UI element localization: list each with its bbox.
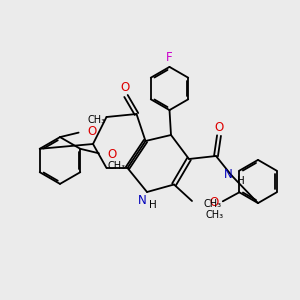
Text: H: H [149, 200, 157, 210]
Text: CH₃: CH₃ [205, 210, 224, 220]
Text: O: O [120, 81, 129, 94]
Text: N: N [224, 167, 233, 181]
Text: CH₃: CH₃ [87, 115, 105, 125]
Text: CH₃: CH₃ [107, 161, 125, 171]
Text: O: O [210, 196, 219, 209]
Text: O: O [214, 121, 224, 134]
Text: CH₃: CH₃ [203, 199, 221, 209]
Text: O: O [107, 148, 116, 161]
Text: H: H [237, 176, 244, 186]
Text: F: F [166, 51, 173, 64]
Text: O: O [87, 124, 96, 138]
Text: N: N [138, 194, 147, 207]
